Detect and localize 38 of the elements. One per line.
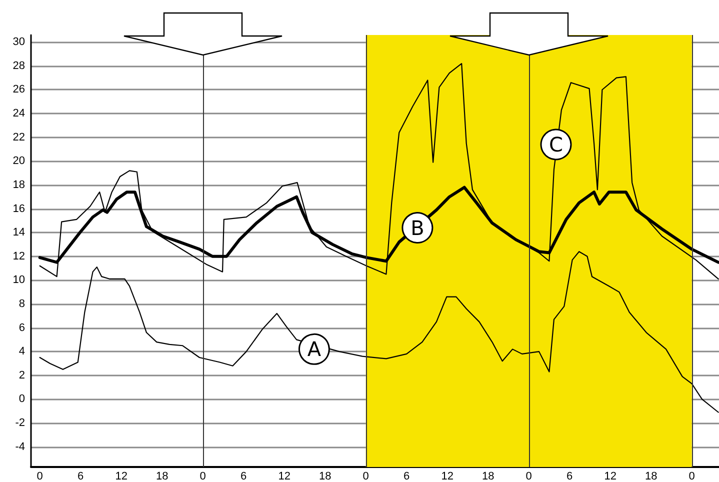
x-tick-label: 18 <box>482 470 494 482</box>
x-tick-label: 12 <box>278 470 290 482</box>
y-tick-label: 20 <box>12 155 25 168</box>
x-tick-label: 0 <box>36 470 43 482</box>
y-tick-label: 26 <box>12 84 25 96</box>
x-tick-label: 6 <box>566 470 573 482</box>
y-tick-label: 24 <box>12 108 25 120</box>
x-tick-label: 6 <box>404 470 410 482</box>
y-tick-label: -2 <box>15 416 25 429</box>
y-tick-label: 22 <box>12 131 25 144</box>
x-tick-label: 18 <box>318 470 332 482</box>
x-tick-label: 12 <box>441 470 454 482</box>
y-tick-label: 4 <box>18 346 25 358</box>
x-tick-label: 0 <box>200 470 206 482</box>
x-tick-label: 12 <box>115 470 128 482</box>
y-tick-label: 6 <box>18 322 25 334</box>
y-tick-label: 30 <box>12 36 25 48</box>
y-tick-label: 14 <box>12 226 25 239</box>
y-tick-label: 8 <box>18 298 25 310</box>
x-tick-label: 12 <box>604 470 616 482</box>
y-tick-label: 2 <box>18 369 25 382</box>
annotation: B <box>410 216 424 240</box>
x-tick-label: 18 <box>156 470 168 482</box>
x-tick-label: 0 <box>688 470 695 482</box>
y-tick-label: 16 <box>12 202 25 215</box>
y-tick-label: 10 <box>12 274 25 286</box>
y-tick-label: 28 <box>12 60 25 72</box>
annotation: A <box>307 337 322 362</box>
y-tick-label: -4 <box>15 440 25 453</box>
y-tick-label: 12 <box>12 250 25 262</box>
x-tick-label: 0 <box>526 470 532 482</box>
y-tick-label: 18 <box>12 178 25 191</box>
x-tick-label: 6 <box>78 470 84 482</box>
y-tick-label: 0 <box>18 393 25 406</box>
x-tick-label: 0 <box>362 470 369 482</box>
x-tick-label: 18 <box>644 470 658 482</box>
x-tick-label: 6 <box>240 470 247 482</box>
annotation: C <box>549 132 563 156</box>
